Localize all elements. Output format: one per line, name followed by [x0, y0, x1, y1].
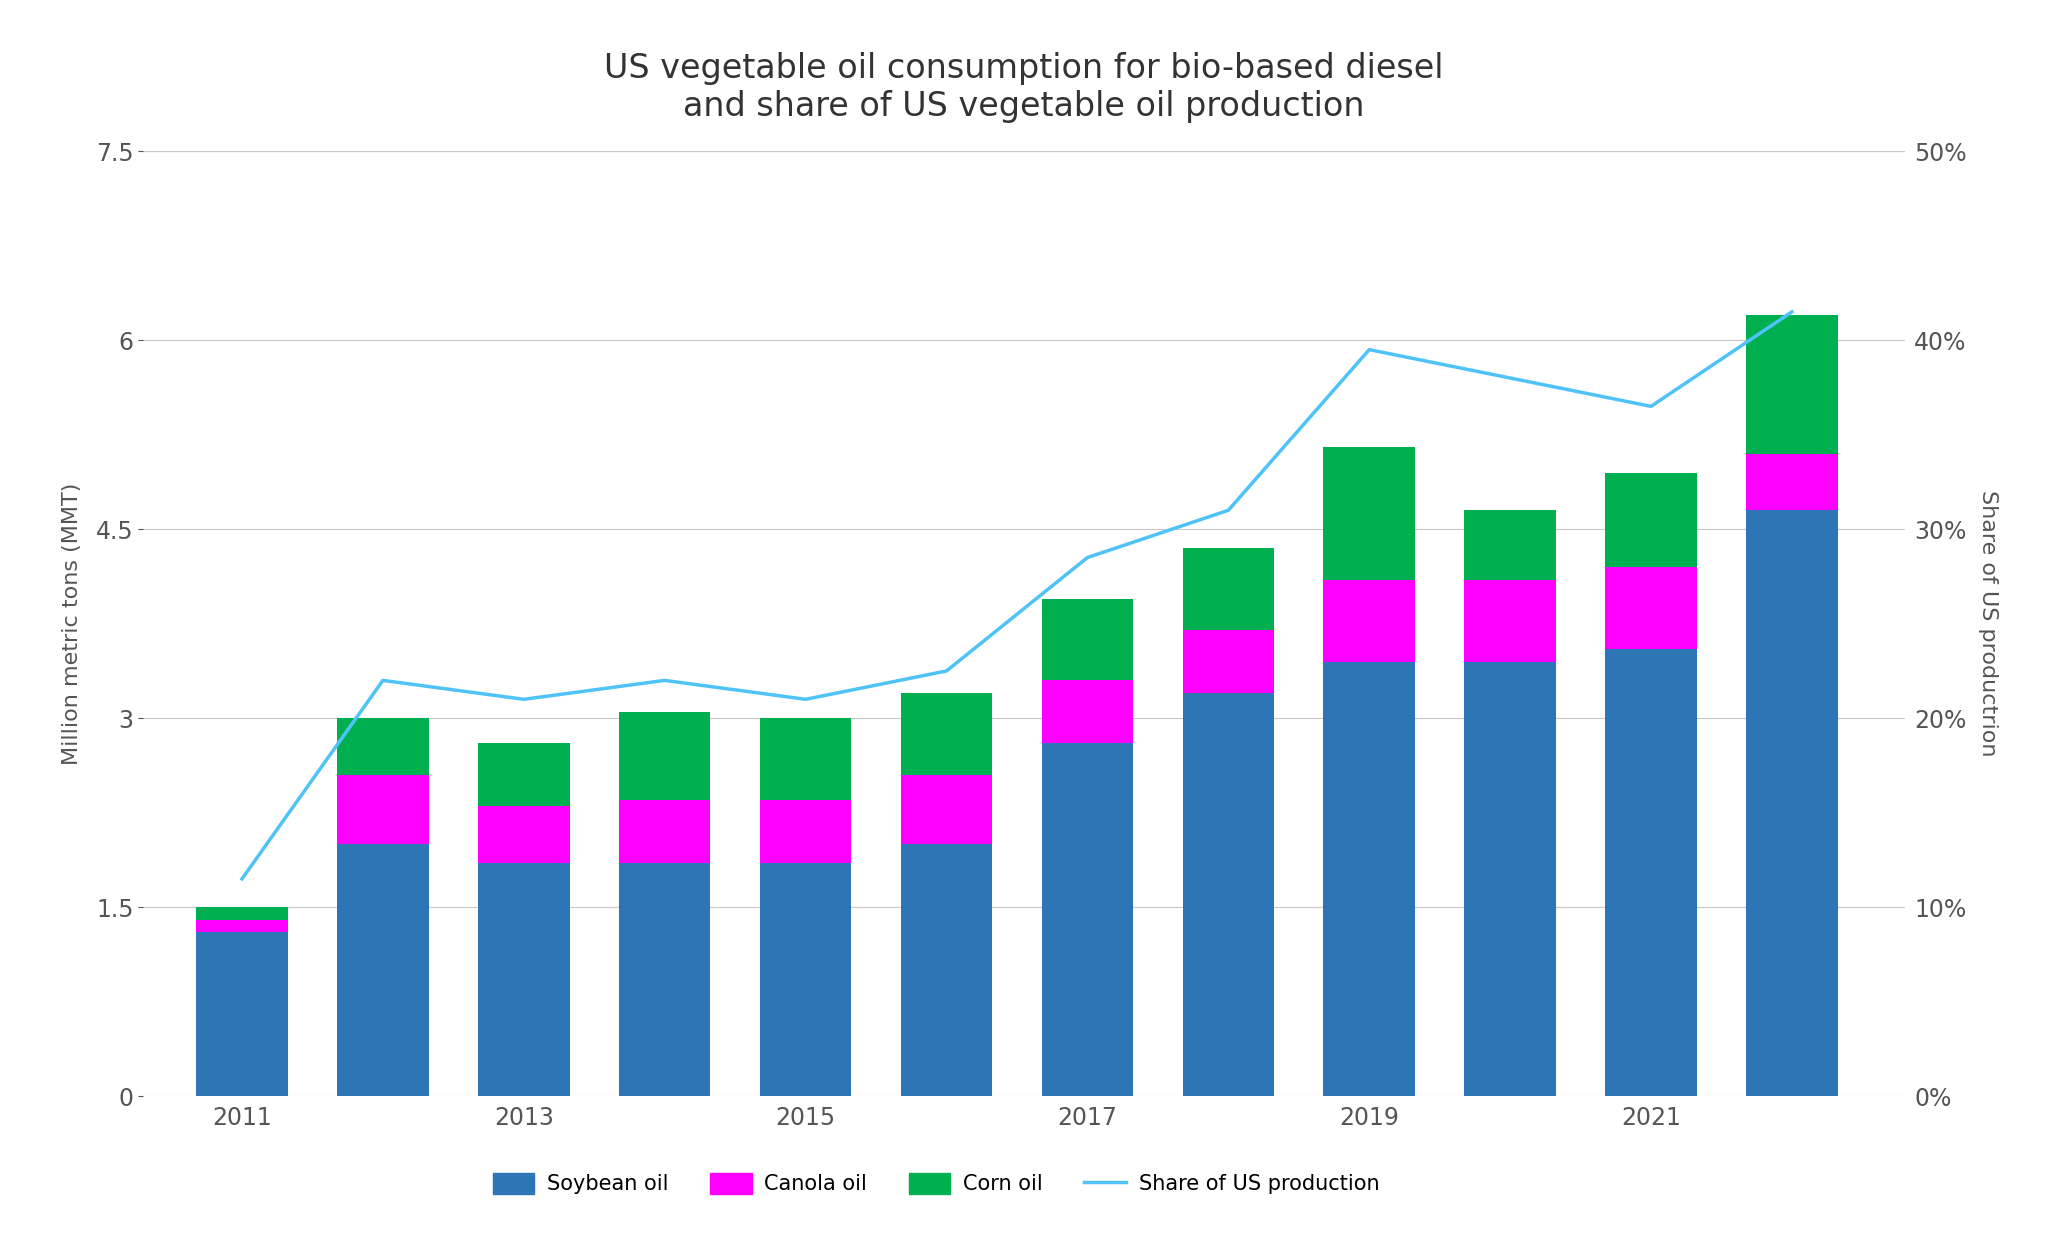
Share of US production	[512, 692, 537, 707]
Bar	[1747, 454, 1837, 510]
Bar	[338, 718, 428, 775]
Bar	[1323, 580, 1415, 662]
Bar	[1606, 649, 1698, 1096]
Bar	[197, 907, 289, 920]
Bar	[1182, 548, 1274, 630]
Share of US production	[653, 673, 678, 688]
Bar	[338, 844, 428, 1096]
Bar	[1323, 447, 1415, 580]
Bar	[1747, 510, 1837, 1096]
Bar	[901, 693, 993, 775]
Bar	[760, 718, 852, 800]
Bar	[1747, 315, 1837, 454]
Bar	[1042, 680, 1133, 743]
Bar	[477, 743, 569, 806]
Bar	[760, 863, 852, 1096]
Share of US production	[1780, 304, 1804, 319]
Share of US production	[229, 872, 254, 887]
Bar	[760, 800, 852, 863]
Bar	[477, 806, 569, 863]
Y-axis label: Million metric tons (MMT): Million metric tons (MMT)	[61, 483, 82, 765]
Bar	[618, 863, 711, 1096]
Bar	[197, 920, 289, 932]
Share of US production	[1075, 549, 1100, 564]
Legend: Soybean oil, Canola oil, Corn oil, Share of US production: Soybean oil, Canola oil, Corn oil, Share…	[494, 1173, 1378, 1194]
Bar	[1182, 630, 1274, 693]
Bar	[1042, 743, 1133, 1096]
Share of US production	[793, 692, 817, 707]
Share of US production	[1638, 398, 1663, 413]
Bar	[1323, 662, 1415, 1096]
Y-axis label: Share of US productrion: Share of US productrion	[1978, 490, 1997, 757]
Bar	[1606, 472, 1698, 567]
Bar	[477, 863, 569, 1096]
Share of US production	[1358, 341, 1382, 357]
Bar	[197, 932, 289, 1096]
Share of US production	[1497, 370, 1522, 386]
Bar	[1464, 580, 1556, 662]
Bar	[618, 800, 711, 863]
Share of US production	[371, 673, 395, 688]
Bar	[338, 775, 428, 844]
Share of US production	[1217, 503, 1241, 518]
Bar	[901, 775, 993, 844]
Bar	[1182, 693, 1274, 1096]
Bar	[901, 844, 993, 1096]
Bar	[618, 712, 711, 800]
Bar	[1042, 598, 1133, 680]
Bar	[1606, 567, 1698, 649]
Bar	[1464, 510, 1556, 580]
Bar	[1464, 662, 1556, 1096]
Share of US production	[934, 663, 958, 678]
Line: Share of US production: Share of US production	[242, 311, 1792, 879]
Title: US vegetable oil consumption for bio-based diesel
and share of US vegetable oil : US vegetable oil consumption for bio-bas…	[604, 52, 1444, 123]
